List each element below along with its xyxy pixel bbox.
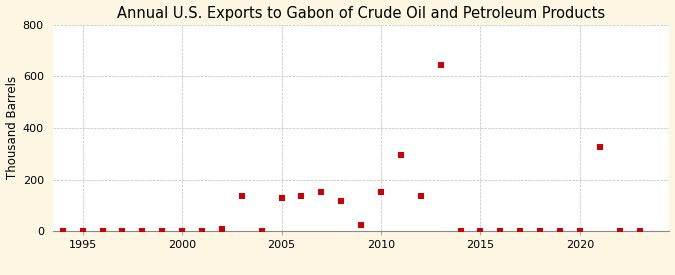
Point [296,194,307,199]
Point [336,199,347,204]
Point [236,194,247,199]
Point [316,190,327,195]
Title: Annual U.S. Exports to Gabon of Crude Oil and Petroleum Products: Annual U.S. Exports to Gabon of Crude Oi… [117,6,605,21]
Point [137,229,148,233]
Point [415,194,426,199]
Point [376,190,387,195]
Point [157,229,167,233]
Y-axis label: Thousand Barrels: Thousand Barrels [5,76,18,179]
Point [276,195,287,200]
Point [217,226,227,231]
Point [535,229,545,233]
Point [574,229,585,233]
Point [455,229,466,233]
Point [177,229,188,233]
Point [57,229,68,233]
Point [196,229,207,233]
Point [97,229,108,233]
Point [555,229,566,233]
Point [78,229,88,233]
Point [495,229,506,233]
Point [595,145,605,149]
Point [256,229,267,233]
Point [634,229,645,233]
Point [515,229,526,233]
Point [475,229,486,233]
Point [396,153,406,157]
Point [117,229,128,233]
Point [356,222,367,227]
Point [435,62,446,67]
Point [614,229,625,233]
